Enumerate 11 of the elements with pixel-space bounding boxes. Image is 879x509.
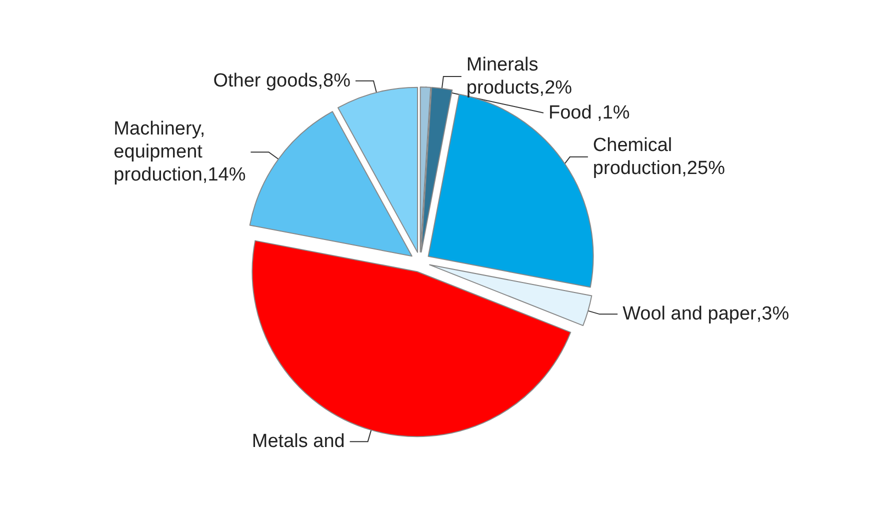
slice-label: Minerals products: [466, 54, 540, 98]
slice-label: Food: [548, 102, 598, 124]
data-label: ,3%: [756, 304, 790, 325]
slice-label: Metals and: [252, 431, 345, 452]
data-label: ,25%: [682, 158, 726, 179]
data-label: ,1%: [597, 102, 630, 124]
slice-label: Wool and paper: [622, 304, 758, 325]
data-label: ,2%: [539, 77, 572, 98]
slice-label: Other goods: [213, 70, 318, 92]
data-label: ,8%: [318, 70, 351, 92]
slice-label: Chemical production: [592, 134, 682, 179]
